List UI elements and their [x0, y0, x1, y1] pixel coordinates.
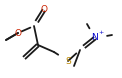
Text: O: O [15, 28, 21, 38]
Text: O: O [41, 6, 47, 15]
Text: +: + [98, 30, 104, 35]
Text: N: N [92, 33, 98, 43]
Text: S: S [65, 56, 71, 66]
